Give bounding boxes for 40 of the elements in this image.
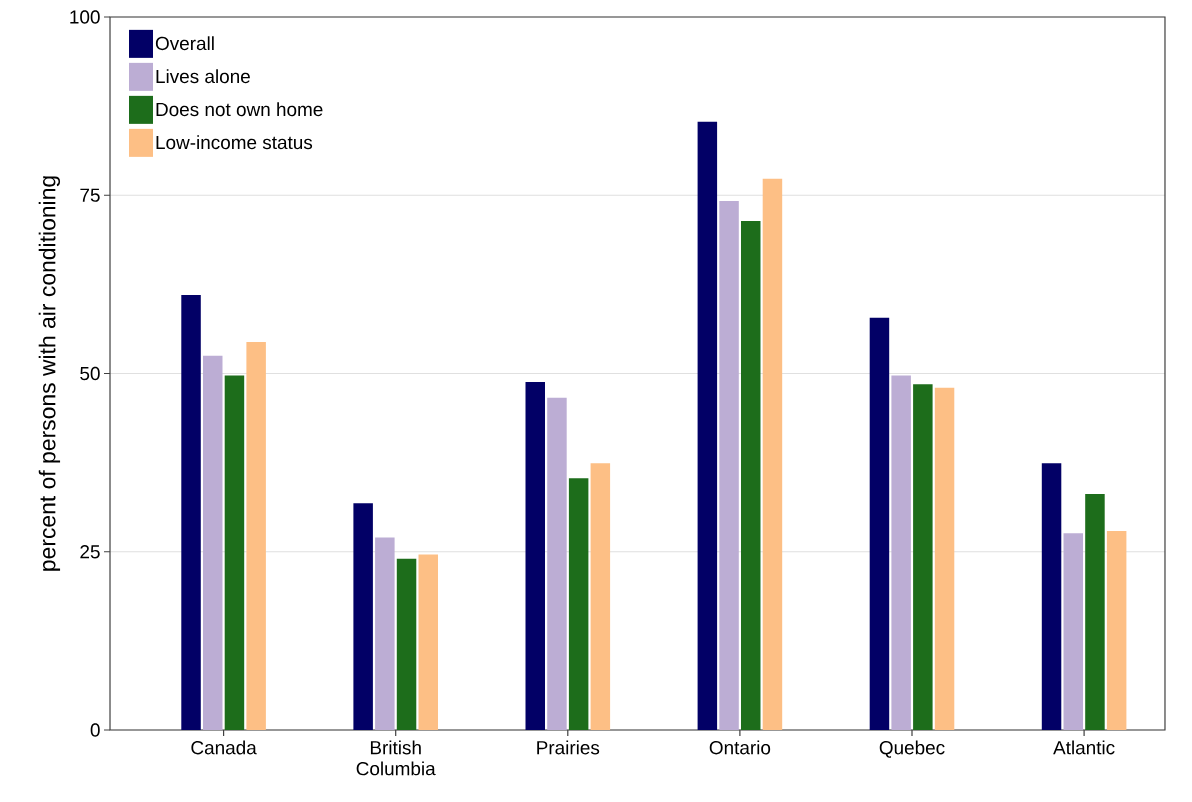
bar xyxy=(934,387,955,730)
bar xyxy=(741,220,761,730)
bar xyxy=(762,178,783,730)
y-tick-label: 0 xyxy=(90,723,100,737)
y-tick-label: 50 xyxy=(80,366,100,381)
bar xyxy=(375,537,395,730)
x-tick-label: Quebec xyxy=(879,740,945,758)
bar xyxy=(719,200,739,730)
bar xyxy=(1063,533,1083,730)
bar xyxy=(181,295,201,730)
bar xyxy=(418,554,438,730)
bar xyxy=(246,342,266,730)
y-tick-label: 100 xyxy=(70,10,100,24)
legend-label: Low-income status xyxy=(156,135,313,150)
legend-label: Overall xyxy=(155,36,214,51)
bar xyxy=(525,382,545,730)
x-tick-label: Canada xyxy=(191,740,257,755)
bar xyxy=(396,558,417,730)
x-tick-label: Prairies xyxy=(537,740,600,755)
y-tick-label: 25 xyxy=(80,545,100,559)
bar xyxy=(697,121,718,730)
x-tick-label: British Columbia xyxy=(356,740,436,776)
bar xyxy=(891,375,911,730)
legend-label: Does not own home xyxy=(156,102,323,117)
bar xyxy=(547,397,567,730)
bar xyxy=(869,317,890,730)
x-tick-label: Ontario xyxy=(709,740,771,755)
bar xyxy=(1085,493,1105,730)
bar xyxy=(1041,463,1062,730)
bar xyxy=(1106,531,1127,730)
bar xyxy=(913,384,933,730)
y-tick-label: 75 xyxy=(80,188,100,202)
bar xyxy=(224,375,245,730)
bar xyxy=(568,478,589,730)
bar xyxy=(590,463,611,730)
legend-label: Lives alone xyxy=(156,69,250,84)
y-axis-title: percent of persons with air conditioning xyxy=(38,176,61,571)
x-tick-label: Atlantic xyxy=(1053,740,1115,755)
bar xyxy=(203,355,223,730)
bar xyxy=(353,503,373,730)
